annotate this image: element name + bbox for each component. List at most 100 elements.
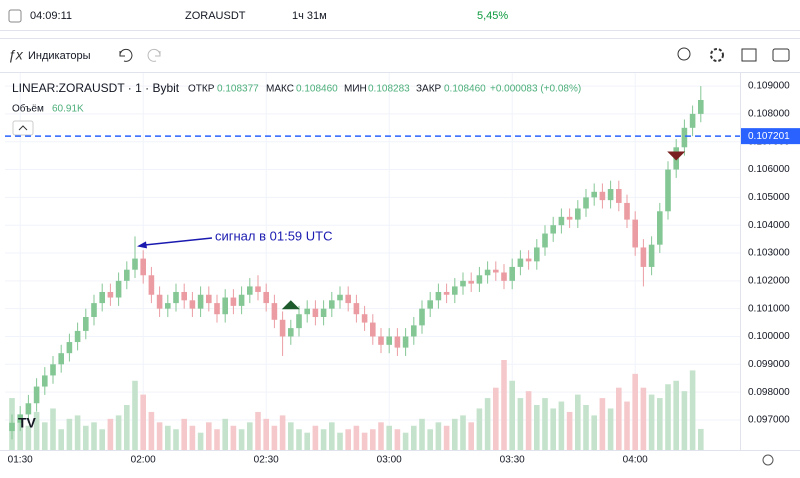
volume-bar — [558, 401, 565, 450]
arrow-head — [137, 241, 147, 249]
candle-body — [304, 308, 310, 315]
volume-bar — [583, 405, 589, 450]
y-tick-label: 0.106000 — [748, 164, 790, 175]
candle-body — [599, 191, 606, 201]
x-tick-label: 02:30 — [254, 455, 279, 466]
candle-body — [468, 280, 474, 284]
x-tick-label: 04:00 — [623, 455, 648, 466]
price-label: 0.107201 — [748, 131, 790, 142]
volume-bar — [124, 405, 130, 450]
volume-bar — [173, 429, 179, 450]
volume-bar — [181, 418, 187, 450]
volume-bar — [550, 408, 556, 450]
volume-bar — [427, 429, 433, 450]
volume-bar — [33, 411, 40, 450]
candle-layer — [9, 86, 704, 440]
volume-bar — [632, 373, 638, 450]
redo-icon[interactable] — [147, 48, 161, 62]
volume-bar — [599, 398, 606, 450]
top-bar — [0, 0, 800, 30]
candle-body — [402, 336, 409, 348]
candle-body — [140, 258, 146, 276]
symbol: ZORAUSDT — [185, 10, 246, 22]
candle-body — [99, 291, 105, 304]
candle-body — [25, 403, 32, 415]
volume-bar — [312, 425, 319, 450]
volume-bar — [320, 429, 327, 450]
candle-body — [542, 233, 548, 248]
candle-body — [181, 291, 187, 301]
settings-icon[interactable] — [710, 48, 724, 62]
volume-bar — [525, 391, 532, 450]
volume-bar — [689, 370, 696, 450]
candle-body — [517, 258, 524, 267]
candle-body — [566, 216, 573, 220]
legend-value: 0.108460 — [296, 84, 338, 95]
y-tick-label: 0.100000 — [748, 331, 790, 342]
y-tick-label: 0.097000 — [748, 415, 790, 426]
candle-body — [263, 291, 269, 304]
volume-bar — [673, 380, 679, 450]
volume-bar — [542, 398, 548, 450]
y-tick-label: 0.104000 — [748, 220, 790, 231]
undo-icon[interactable] — [119, 48, 133, 62]
volume-bar — [484, 398, 491, 450]
collapse-icon — [18, 125, 28, 131]
candle-body — [616, 189, 622, 203]
candle-body — [255, 286, 261, 292]
candle-body — [345, 294, 351, 304]
candle-body — [501, 272, 507, 281]
candle-body — [337, 294, 343, 301]
fx-icon[interactable]: ƒx — [8, 47, 24, 63]
candle-body — [42, 375, 48, 387]
candle-body — [443, 291, 450, 295]
alert-icon[interactable] — [677, 47, 691, 61]
volume-bar — [197, 432, 204, 450]
candle-body — [681, 127, 688, 148]
candle-body — [509, 266, 515, 281]
camera-icon[interactable] — [772, 48, 790, 62]
fullscreen-icon[interactable] — [741, 48, 757, 62]
candle-body — [279, 319, 286, 337]
candle-body — [624, 202, 630, 220]
indicators-button[interactable]: Индикаторы — [28, 50, 91, 62]
candle-body — [698, 99, 704, 114]
legend-label: МИН — [344, 84, 367, 95]
volume-bar — [681, 391, 688, 450]
candle-body — [312, 308, 319, 318]
volume-bar — [288, 422, 294, 450]
candle-body — [370, 322, 376, 337]
volume-bar — [386, 425, 392, 450]
candle-body — [33, 386, 40, 404]
x-tick-label: 03:00 — [377, 455, 402, 466]
settings-icon[interactable] — [762, 454, 774, 466]
volume-bar — [648, 394, 655, 450]
candle-body — [288, 328, 294, 337]
y-tick-label: 0.103000 — [748, 248, 790, 259]
legend-change: +0.000083 (+0.08%) — [490, 84, 581, 95]
volume-bar — [107, 418, 114, 450]
legend-value: 0.108460 — [444, 84, 486, 95]
volume-bar — [74, 415, 81, 450]
volume-bar — [575, 394, 581, 450]
legend-label: ОТКР — [188, 84, 215, 95]
volume-bar — [25, 425, 32, 450]
clock-icon — [8, 9, 22, 23]
candle-body — [296, 314, 302, 329]
candle-body — [427, 300, 433, 309]
candle-body — [632, 219, 638, 248]
candle-body — [493, 269, 499, 273]
volume-bar — [517, 398, 524, 450]
y-tick-label: 0.109000 — [748, 81, 790, 92]
candle-body — [107, 291, 114, 298]
candle-body — [329, 300, 335, 309]
volume-bar — [58, 429, 64, 450]
volume-bar — [616, 387, 622, 450]
chart-title: LINEAR:ZORAUSDT · 1 · Bybit — [12, 81, 180, 95]
candle-body — [419, 308, 425, 326]
signal-marker — [667, 151, 686, 161]
candle-body — [206, 294, 212, 304]
volume-bar — [624, 401, 630, 450]
collapse-button[interactable] — [12, 120, 34, 136]
